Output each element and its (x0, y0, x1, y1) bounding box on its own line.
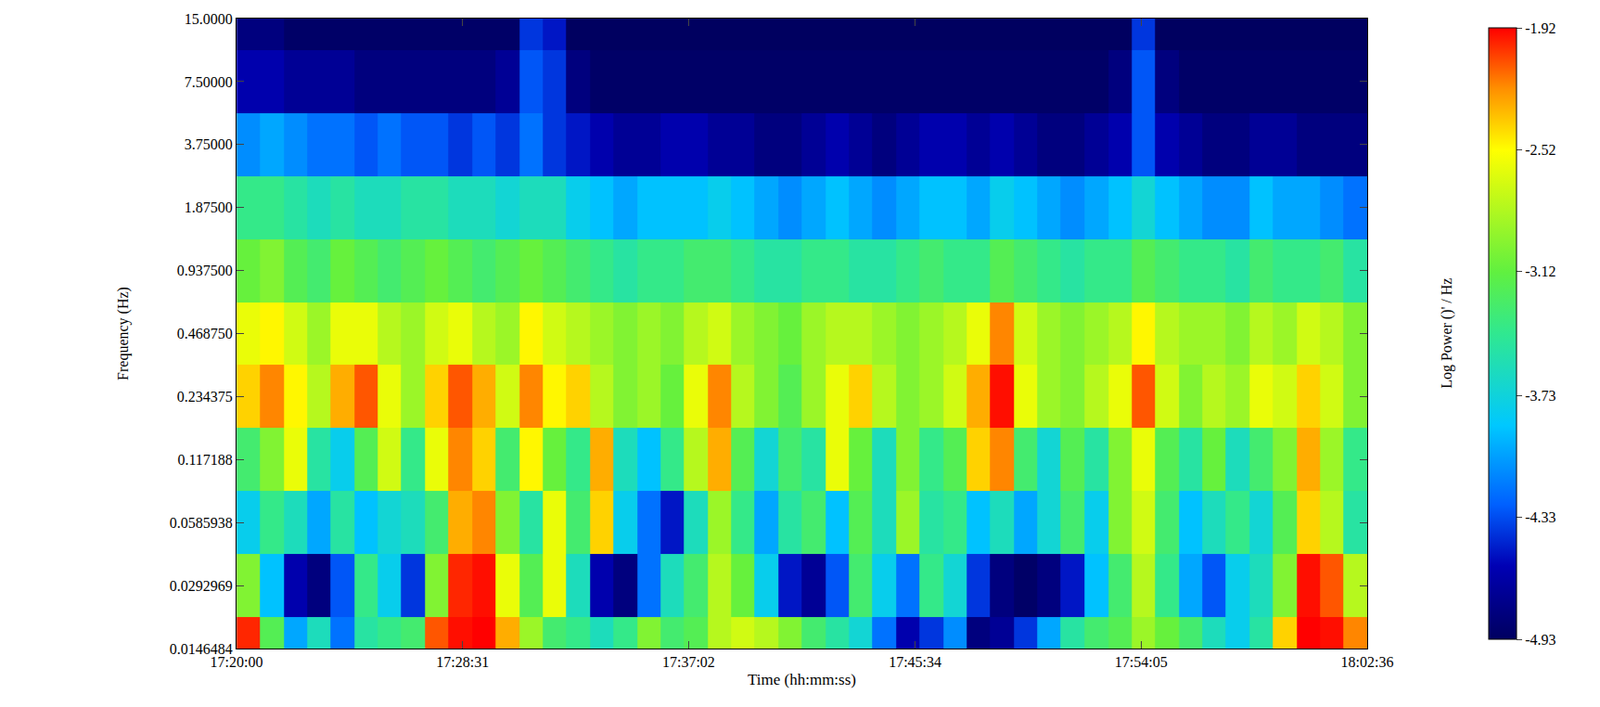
svg-text:-4.93: -4.93 (1524, 631, 1556, 648)
svg-text:0.468750: 0.468750 (177, 325, 233, 342)
svg-text:Log Power ()' / Hz: Log Power ()' / Hz (1438, 278, 1456, 389)
svg-text:17:45:34: 17:45:34 (888, 653, 942, 670)
svg-text:-1.92: -1.92 (1524, 20, 1556, 37)
svg-text:15.0000: 15.0000 (184, 11, 233, 27)
svg-text:1.87500: 1.87500 (184, 199, 233, 216)
svg-text:3.75000: 3.75000 (184, 136, 233, 153)
svg-text:-3.73: -3.73 (1524, 387, 1556, 404)
svg-text:-3.12: -3.12 (1524, 263, 1556, 280)
svg-text:0.0146484: 0.0146484 (169, 640, 233, 657)
svg-text:Time (hh:mm:ss): Time (hh:mm:ss) (747, 670, 857, 689)
svg-text:Frequency (Hz): Frequency (Hz) (115, 286, 132, 381)
svg-text:0.0585938: 0.0585938 (169, 514, 233, 531)
svg-text:17:20:00: 17:20:00 (210, 653, 264, 670)
svg-text:0.0292969: 0.0292969 (169, 577, 233, 594)
svg-text:0.117188: 0.117188 (177, 451, 232, 468)
svg-text:17:54:05: 17:54:05 (1114, 653, 1168, 670)
svg-text:0.234375: 0.234375 (177, 388, 233, 405)
svg-text:18:02:36: 18:02:36 (1341, 653, 1395, 670)
svg-text:0.937500: 0.937500 (177, 262, 233, 279)
svg-text:17:28:31: 17:28:31 (435, 653, 489, 670)
svg-text:7.50000: 7.50000 (184, 74, 233, 90)
svg-text:-2.52: -2.52 (1524, 141, 1556, 158)
svg-text:-4.33: -4.33 (1524, 509, 1556, 525)
svg-text:17:37:02: 17:37:02 (662, 653, 716, 670)
